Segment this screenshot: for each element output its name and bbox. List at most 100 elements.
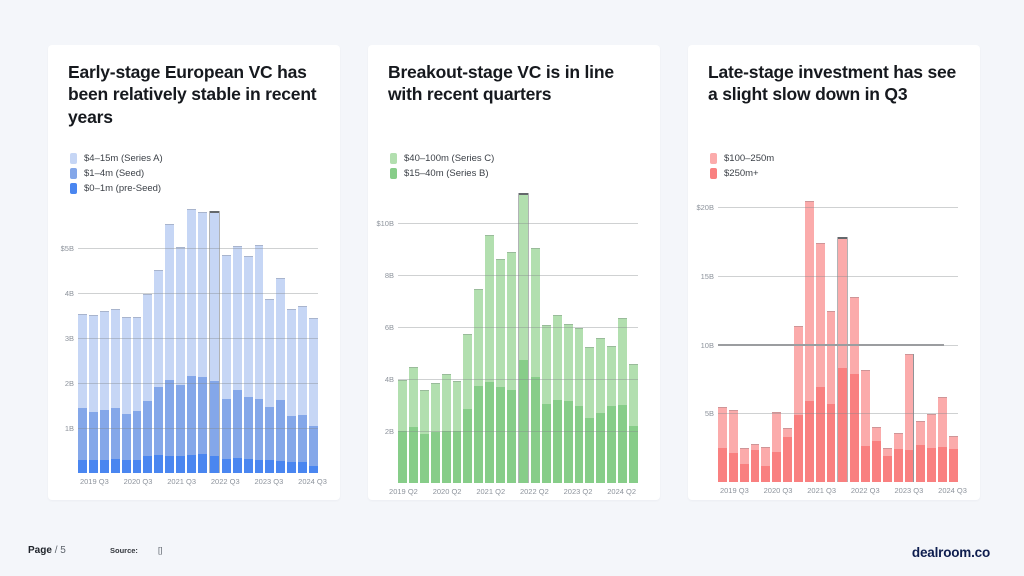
bar-2023-q4 [916, 421, 926, 482]
bar-segment [309, 318, 318, 426]
bar-segment [430, 432, 440, 483]
bar-2021-q4 [826, 310, 836, 482]
legend-swatch [710, 153, 717, 164]
bar-segment [541, 403, 551, 483]
bar-2020-q2 [441, 374, 451, 483]
bar-segment [585, 347, 595, 419]
bar-segment [574, 406, 584, 483]
y-tick-label: 3B [64, 334, 74, 343]
bar-2019-q3 [408, 366, 418, 483]
bar-segment [838, 236, 848, 368]
bar-segment [197, 211, 207, 377]
bar-segment [276, 460, 286, 473]
plot [78, 194, 318, 473]
bar-segment [298, 414, 308, 463]
legend-swatch [70, 153, 77, 164]
plot [718, 199, 958, 482]
bar-segment [221, 398, 231, 460]
bar-2024-q3 [309, 318, 318, 473]
bar-2022-q4 [232, 246, 242, 473]
bar-2024-q3 [949, 435, 958, 482]
gridline [398, 327, 638, 329]
bar-2023-q2 [574, 327, 584, 483]
bar-segment [872, 440, 881, 482]
bars [398, 187, 638, 483]
bar-2024-q2 [938, 397, 948, 482]
bar-segment [165, 380, 175, 456]
bar-2021-q1 [474, 288, 484, 483]
legend-item: $100–250m [710, 151, 774, 166]
bars [78, 194, 318, 473]
bar-segment [187, 375, 196, 455]
x-tick-label: 2023 Q2 [563, 487, 593, 496]
gridline [398, 379, 638, 381]
y-tick-label: 2B [384, 427, 394, 437]
bar-segment [298, 462, 308, 473]
bar-2020-q3 [452, 380, 462, 483]
bar-segment [309, 466, 318, 473]
bar-segment [232, 246, 242, 391]
legend-swatch [70, 168, 77, 179]
bar-segment [298, 306, 308, 415]
chart-card-early-stage: Early-stage European VC has been relativ… [48, 45, 340, 500]
bar-segment [750, 443, 760, 451]
bar-segment [507, 389, 516, 483]
bar-segment [783, 436, 793, 482]
bar-segment [629, 425, 638, 483]
bar-2022-q2 [530, 248, 540, 483]
bar-segment [485, 235, 495, 382]
chart-card-late-stage: Late-stage investment has see a slight s… [688, 45, 980, 500]
bar-2020-q1 [430, 382, 440, 483]
bar-segment [287, 461, 297, 473]
legend-swatch [390, 168, 397, 179]
bar-segment [739, 448, 749, 465]
dealroom-logo: dealroom.co [911, 545, 990, 560]
x-tick-label: 2021 Q3 [167, 477, 197, 486]
bar-segment [838, 368, 848, 482]
y-tick-label: 2B [64, 379, 74, 388]
bar-segment [398, 431, 407, 483]
bar-2020-q2 [761, 446, 771, 482]
plot-area: $20B 15B 10B 5B [692, 199, 958, 482]
bar-2021-q1 [794, 325, 803, 482]
bar-segment [287, 309, 297, 417]
bar-segment [761, 465, 771, 482]
bar-2022-q2 [208, 211, 220, 473]
bar-segment [88, 460, 98, 473]
bar-segment [530, 376, 540, 483]
bar-segment [804, 200, 814, 401]
bar-segment [309, 425, 318, 467]
bar-segment [408, 427, 418, 483]
bar-2024-q1 [927, 414, 937, 482]
bar-segment [629, 363, 638, 426]
y-tick-label: 4B [384, 375, 394, 385]
bar-2020-q1 [750, 443, 760, 482]
bar-segment [419, 389, 429, 434]
bar-segment [772, 451, 782, 482]
bar-segment [904, 450, 914, 482]
chart-legend: $4–15m (Series A) $1–4m (Seed) $0–1m (pre-… [70, 151, 163, 196]
bar-segment [850, 296, 860, 374]
bar-segment [143, 401, 153, 457]
bar-segment [232, 390, 242, 459]
bar-segment [441, 374, 451, 432]
legend-item: $0–1m (pre-Seed) [70, 181, 163, 196]
bar-2022-q1 [517, 192, 529, 483]
bar-2024-q1 [607, 345, 617, 483]
y-tick-label: 8B [384, 271, 394, 281]
bar-segment [176, 456, 186, 473]
bar-segment [916, 444, 926, 482]
bar-segment [121, 414, 131, 460]
chart-legend: $100–250m $250m+ [710, 151, 774, 181]
x-tick-label: 2022 Q3 [850, 486, 880, 495]
gridline [398, 275, 638, 277]
legend-swatch [710, 168, 717, 179]
bar-segment [826, 310, 836, 404]
bar-2020-q1 [110, 309, 120, 473]
bar-segment [761, 446, 771, 466]
y-tick-label: 4B [64, 289, 74, 298]
bar-segment [441, 431, 451, 483]
bar-2021-q3 [176, 247, 186, 473]
bar-segment [850, 373, 860, 482]
bar-segment [496, 386, 506, 483]
